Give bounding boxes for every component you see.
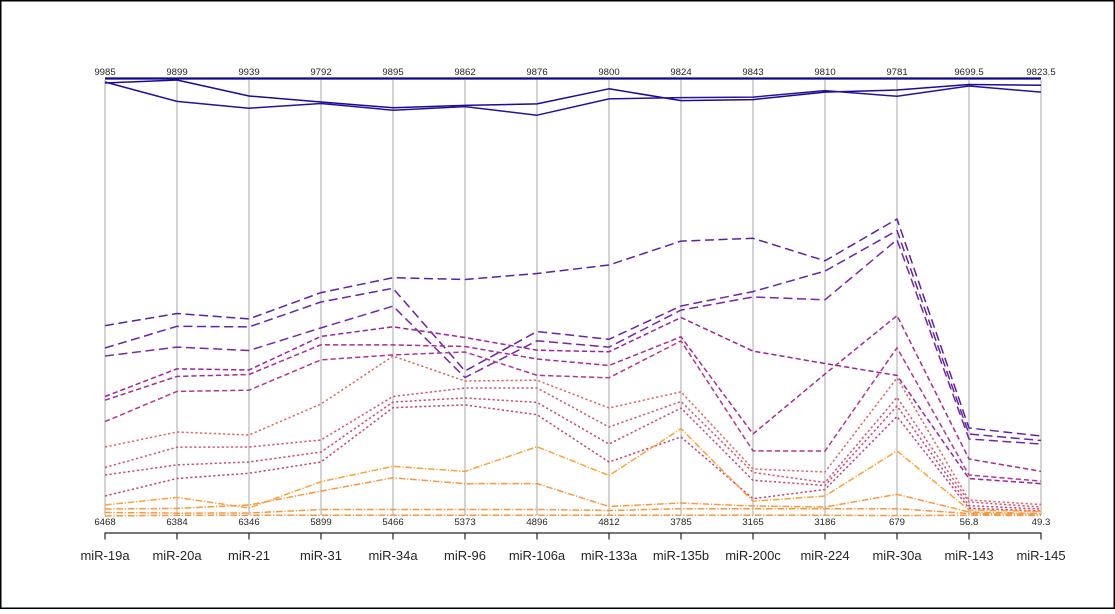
svg-text:miR-19a: miR-19a [80,548,130,563]
svg-text:9843: 9843 [742,67,763,78]
svg-text:miR-96: miR-96 [444,548,486,563]
svg-text:679: 679 [889,517,905,528]
svg-text:miR-31: miR-31 [300,548,342,563]
svg-text:9985: 9985 [94,67,115,78]
svg-text:49.3: 49.3 [1032,517,1051,528]
svg-text:9810: 9810 [814,67,835,78]
svg-text:3785: 3785 [670,517,691,528]
svg-text:miR-200c: miR-200c [725,548,781,563]
svg-text:4812: 4812 [598,517,619,528]
svg-text:9823.5: 9823.5 [1026,67,1055,78]
svg-text:56.8: 56.8 [960,517,979,528]
svg-text:9895: 9895 [382,67,403,78]
svg-text:6468: 6468 [94,517,115,528]
svg-text:4896: 4896 [526,517,547,528]
svg-text:9699.5: 9699.5 [954,67,983,78]
svg-text:9899: 9899 [166,67,187,78]
svg-text:miR-145: miR-145 [1016,548,1065,563]
svg-text:9781: 9781 [886,67,907,78]
svg-text:miR-133a: miR-133a [581,548,638,563]
svg-text:9824: 9824 [670,67,692,78]
svg-text:6384: 6384 [166,517,188,528]
svg-text:5373: 5373 [454,517,475,528]
svg-text:miR-135b: miR-135b [653,548,709,563]
svg-text:3186: 3186 [814,517,835,528]
svg-text:9792: 9792 [310,67,331,78]
svg-text:miR-30a: miR-30a [872,548,922,563]
svg-text:9800: 9800 [598,67,619,78]
svg-text:9862: 9862 [454,67,475,78]
svg-text:5466: 5466 [382,517,403,528]
svg-text:miR-143: miR-143 [944,548,993,563]
svg-text:miR-224: miR-224 [800,548,849,563]
svg-text:miR-34a: miR-34a [368,548,418,563]
svg-text:9939: 9939 [238,67,259,78]
svg-text:9876: 9876 [526,67,547,78]
svg-text:miR-21: miR-21 [228,548,270,563]
svg-text:5899: 5899 [310,517,331,528]
svg-text:6346: 6346 [238,517,259,528]
svg-text:3165: 3165 [742,517,763,528]
svg-text:miR-106a: miR-106a [509,548,566,563]
svg-text:miR-20a: miR-20a [152,548,202,563]
